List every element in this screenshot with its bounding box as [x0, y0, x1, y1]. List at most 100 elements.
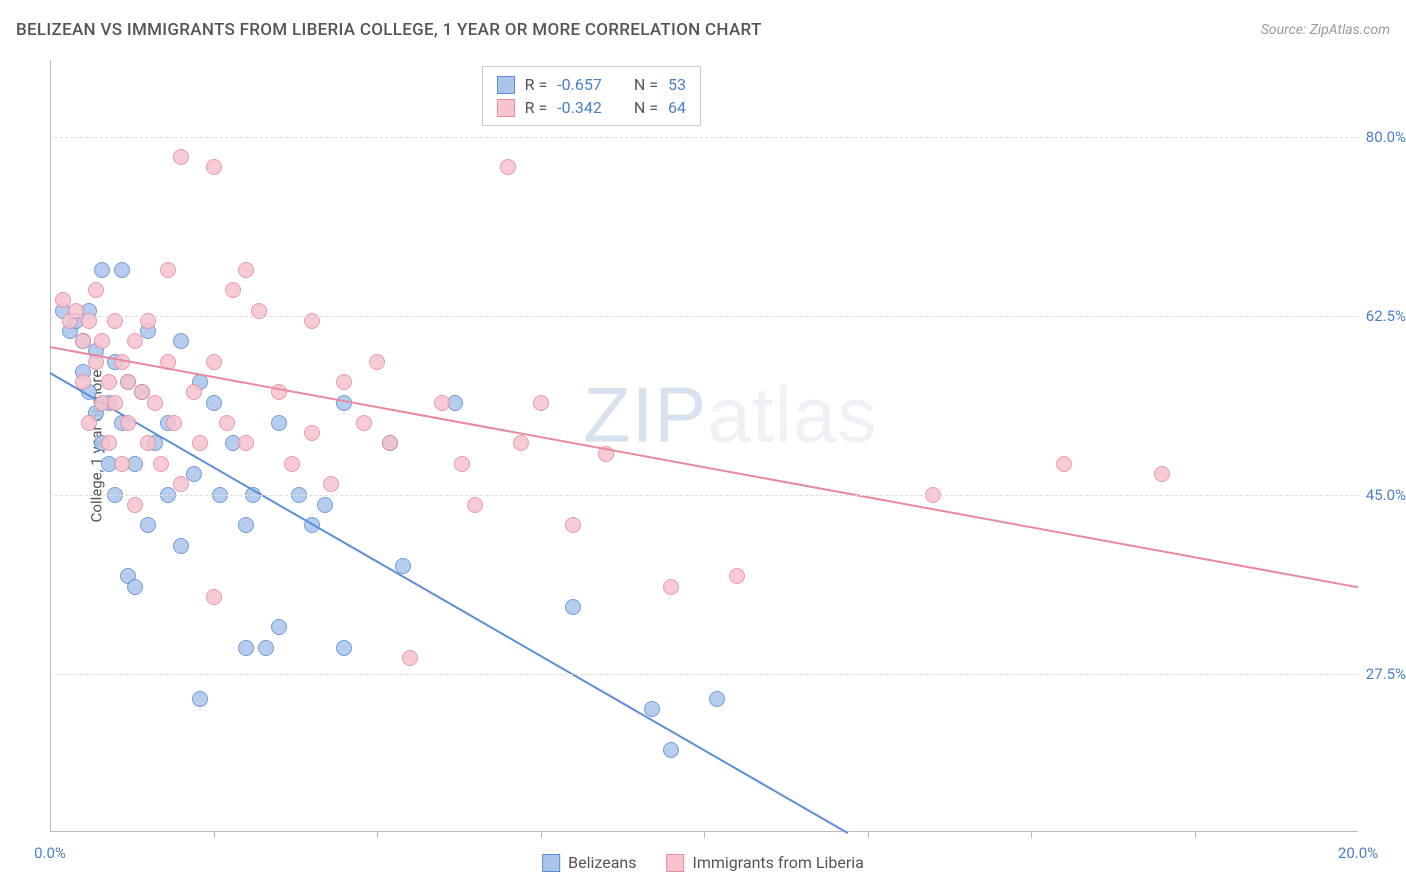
scatter-point	[238, 262, 254, 278]
stats-n-value: 53	[668, 75, 686, 94]
scatter-point	[382, 435, 398, 451]
scatter-point	[663, 579, 679, 595]
stats-r-label: R =	[525, 98, 548, 117]
scatter-point	[107, 395, 123, 411]
scatter-point	[402, 650, 418, 666]
x-tick-label: 0.0%	[34, 844, 66, 862]
x-minor-tick	[704, 832, 705, 838]
scatter-point	[166, 415, 182, 431]
scatter-point	[206, 395, 222, 411]
regression-line	[50, 372, 849, 834]
x-minor-tick	[214, 832, 215, 838]
scatter-point	[173, 333, 189, 349]
stats-row: R = -0.657 N = 53	[497, 73, 686, 96]
gridline	[50, 674, 1358, 675]
scatter-point	[304, 425, 320, 441]
legend-label: Immigrants from Liberia	[692, 853, 863, 872]
scatter-point	[127, 497, 143, 513]
scatter-point	[140, 435, 156, 451]
scatter-point	[663, 742, 679, 758]
scatter-point	[336, 640, 352, 656]
y-tick-label: 45.0%	[1366, 486, 1406, 504]
scatter-point	[258, 640, 274, 656]
scatter-point	[186, 466, 202, 482]
scatter-point	[323, 476, 339, 492]
scatter-point	[153, 456, 169, 472]
scatter-point	[192, 691, 208, 707]
bottom-legend: Belizeans Immigrants from Liberia	[542, 853, 864, 872]
chart-plot-area: College, 1 year or more ZIPatlas R =-0.6…	[50, 60, 1358, 832]
scatter-point	[454, 456, 470, 472]
scatter-point	[206, 589, 222, 605]
scatter-point	[709, 691, 725, 707]
scatter-point	[120, 415, 136, 431]
scatter-point	[173, 476, 189, 492]
x-minor-tick	[541, 832, 542, 838]
scatter-point	[88, 282, 104, 298]
scatter-point	[147, 395, 163, 411]
x-tick-label: 20.0%	[1338, 844, 1378, 862]
stats-legend-box: R =-0.657N =53R =-0.342N =64	[482, 66, 701, 126]
scatter-point	[192, 435, 208, 451]
scatter-point	[369, 354, 385, 370]
scatter-point	[317, 497, 333, 513]
plot-surface	[50, 60, 1358, 832]
scatter-point	[94, 333, 110, 349]
scatter-point	[238, 435, 254, 451]
scatter-point	[729, 568, 745, 584]
legend-item: Belizeans	[542, 853, 636, 872]
legend-swatch	[666, 854, 684, 872]
y-tick-label: 80.0%	[1366, 128, 1406, 146]
scatter-point	[565, 599, 581, 615]
legend-item: Immigrants from Liberia	[666, 853, 863, 872]
scatter-point	[336, 374, 352, 390]
legend-swatch	[497, 99, 515, 117]
scatter-point	[186, 384, 202, 400]
stats-r-value: -0.657	[557, 75, 602, 94]
legend-swatch	[497, 76, 515, 94]
chart-title: BELIZEAN VS IMMIGRANTS FROM LIBERIA COLL…	[16, 20, 762, 40]
gridline	[50, 137, 1358, 138]
x-minor-tick	[377, 832, 378, 838]
scatter-point	[225, 282, 241, 298]
scatter-point	[160, 262, 176, 278]
scatter-point	[533, 395, 549, 411]
gridline	[50, 316, 1358, 317]
x-minor-tick	[1031, 832, 1032, 838]
scatter-point	[206, 354, 222, 370]
legend-swatch	[542, 854, 560, 872]
scatter-point	[81, 415, 97, 431]
scatter-point	[219, 415, 235, 431]
stats-r-label: R =	[525, 75, 548, 94]
scatter-point	[467, 497, 483, 513]
scatter-point	[565, 517, 581, 533]
scatter-point	[271, 619, 287, 635]
chart-source: Source: ZipAtlas.com	[1261, 22, 1390, 38]
scatter-point	[500, 159, 516, 175]
scatter-point	[206, 159, 222, 175]
y-tick-label: 62.5%	[1366, 307, 1406, 325]
scatter-point	[114, 262, 130, 278]
chart-header: BELIZEAN VS IMMIGRANTS FROM LIBERIA COLL…	[16, 20, 1390, 40]
scatter-point	[238, 640, 254, 656]
stats-row: R =-0.342N =64	[497, 96, 686, 119]
scatter-point	[127, 579, 143, 595]
scatter-point	[1154, 466, 1170, 482]
scatter-point	[434, 395, 450, 411]
scatter-point	[173, 149, 189, 165]
x-minor-tick	[868, 832, 869, 838]
stats-n-value: 64	[668, 98, 686, 117]
scatter-point	[75, 333, 91, 349]
stats-n-label: N =	[634, 98, 658, 117]
scatter-point	[356, 415, 372, 431]
legend-label: Belizeans	[568, 853, 636, 872]
scatter-point	[101, 435, 117, 451]
scatter-point	[140, 517, 156, 533]
scatter-point	[271, 415, 287, 431]
scatter-point	[1056, 456, 1072, 472]
stats-n-label: N =	[634, 75, 658, 94]
scatter-point	[238, 517, 254, 533]
scatter-point	[94, 262, 110, 278]
y-tick-label: 27.5%	[1366, 665, 1406, 683]
scatter-point	[284, 456, 300, 472]
